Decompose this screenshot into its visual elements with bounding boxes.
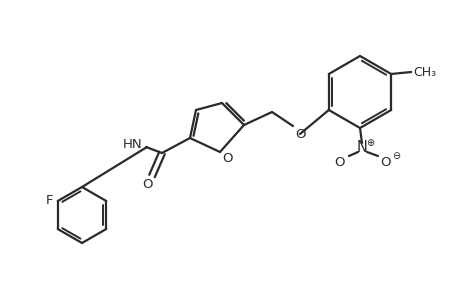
Text: ⊖: ⊖ [391, 151, 399, 161]
Text: O: O [142, 178, 153, 191]
Text: O: O [380, 155, 391, 169]
Text: N: N [356, 140, 367, 155]
Text: ⊕: ⊕ [365, 138, 373, 148]
Text: HN: HN [123, 139, 142, 152]
Text: O: O [295, 128, 306, 142]
Text: O: O [334, 155, 345, 169]
Text: F: F [46, 194, 53, 206]
Text: CH₃: CH₃ [413, 65, 436, 79]
Text: O: O [222, 152, 233, 166]
